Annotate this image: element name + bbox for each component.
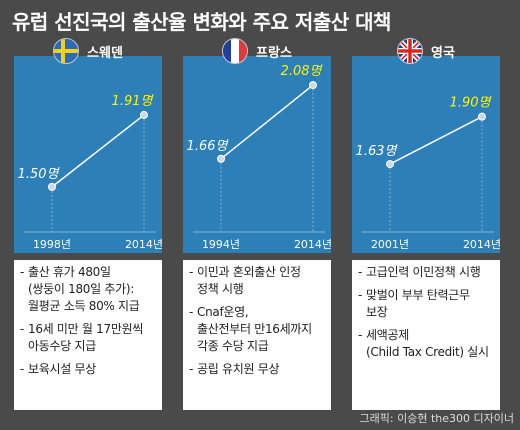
policy-box: - 출산 휴가 480일 (쌍둥이 180일 추가): 월평균 소득 80% 지급 -1… xyxy=(14,260,162,410)
chart-panel: 1.63명 1.90명 2001년 2014년 영국 xyxy=(352,38,500,253)
uk-flag-icon xyxy=(397,38,424,64)
x-tick-label: 1994년 xyxy=(202,238,240,251)
policy-list: - 고급인력 이민정책 시행 - 맞벌이 부부 탄력근무 보장 - 세액공제 (Child T… xyxy=(358,264,496,361)
bullet-dash: - xyxy=(189,265,194,279)
bullet-dash: - xyxy=(20,265,25,279)
data-point xyxy=(217,154,225,163)
x-tick-label: 1998년 xyxy=(33,238,71,251)
policy-text-line: 맞벌이 부부 탄력근무 xyxy=(366,288,470,302)
policy-text-line: (쌍둥이 180일 추가): xyxy=(28,282,134,296)
series-line xyxy=(389,115,483,165)
bullet-dash: - xyxy=(20,362,25,376)
x-tick-label: 2014년 xyxy=(463,238,500,251)
data-label: 1.66명 xyxy=(187,139,230,154)
policy-text-line: 아동수당 지급 xyxy=(28,339,96,353)
policy-list: - 이민과 혼외출산 인정 정책 시행 - Cnaf운영, 출산전부터 만16세까지 각종 … xyxy=(189,264,327,378)
bullet-dash: - xyxy=(358,288,363,302)
chart-background xyxy=(183,56,331,253)
data-label: 1.50명 xyxy=(18,167,61,182)
data-point xyxy=(386,160,394,169)
bullet-dash: - xyxy=(358,265,363,279)
country-name: 영국 xyxy=(431,45,455,61)
policy-item: - 공립 유치원 무상 xyxy=(189,361,327,378)
policy-box: - 이민과 혼외출산 인정 정책 시행 - Cnaf운영, 출산전부터 만16세까지 각종 … xyxy=(183,260,331,410)
bullet-dash: - xyxy=(358,328,363,342)
data-label: 1.63명 xyxy=(356,144,399,159)
policy-text-line: (Child Tax Credit) 실시 xyxy=(366,345,489,359)
country-header: 영국 xyxy=(352,38,500,64)
policy-text-line: Cnaf운영, xyxy=(197,305,249,319)
sweden-flag-icon xyxy=(53,38,80,64)
policy-item: - 세액공제 (Child Tax Credit) 실시 xyxy=(358,327,496,361)
line-chart: 1.50명 1.91명 1998년 2014년 xyxy=(14,56,162,253)
bullet-dash: - xyxy=(20,322,25,336)
policy-text-line: 각종 수당 지급 xyxy=(197,339,269,353)
policy-box: - 고급인력 이민정책 시행 - 맞벌이 부부 탄력근무 보장 - 세액공제 (Child T… xyxy=(352,260,500,410)
chart-background xyxy=(14,56,162,253)
data-point xyxy=(140,110,148,119)
data-label: 1.90명 xyxy=(450,96,493,111)
x-tick-label: 2014년 xyxy=(125,238,162,251)
policy-text-line: 공립 유치원 무상 xyxy=(197,362,280,376)
policy-text-line: 보육시설 무상 xyxy=(28,362,96,376)
data-point xyxy=(478,112,486,121)
bullet-dash: - xyxy=(189,362,194,376)
policy-text-line: 고급인력 이민정책 시행 xyxy=(366,265,481,279)
france-flag-icon xyxy=(222,38,249,64)
policy-text-line: 월평균 소득 80% 지급 xyxy=(28,299,140,313)
policy-item: - 보육시설 무상 xyxy=(20,361,158,378)
policy-list: - 출산 휴가 480일 (쌍둥이 180일 추가): 월평균 소득 80% 지급 -1… xyxy=(20,264,158,378)
line-chart: 1.63명 1.90명 2001년 2014년 xyxy=(352,56,500,253)
chart-panel: 1.66명 2.08명 1994년 2014년 프랑스 xyxy=(183,38,331,253)
policy-text-line: 출산전부터 만16세까지 xyxy=(197,322,312,336)
x-tick-label: 2014년 xyxy=(294,238,331,251)
chart-background xyxy=(352,56,500,253)
policy-text-line: 출산 휴가 480일 xyxy=(28,265,111,279)
policy-item: - 출산 휴가 480일 (쌍둥이 180일 추가): 월평균 소득 80% 지급 xyxy=(20,264,158,315)
series-line xyxy=(220,84,314,160)
policy-text-line: 정책 시행 xyxy=(197,282,244,296)
line-chart: 1.66명 2.08명 1994년 2014년 xyxy=(183,56,331,253)
data-label: 2.08명 xyxy=(281,64,324,79)
policy-text-line: 16세 미만 월 17만원씩 xyxy=(28,322,144,336)
country-header: 프랑스 xyxy=(183,38,331,64)
graphic-credit: 그래픽: 이승현 the300 디자이너 xyxy=(359,412,514,425)
page-title: 유럽 선진국의 출산율 변화와 주요 저출산 대책 xyxy=(12,10,391,34)
policy-item: - 고급인력 이민정책 시행 xyxy=(358,264,496,281)
series-line xyxy=(51,114,145,188)
x-tick-label: 2001년 xyxy=(371,238,409,251)
data-label: 1.91명 xyxy=(112,94,155,109)
data-point xyxy=(309,81,317,90)
bullet-dash: - xyxy=(189,305,194,319)
country-name: 프랑스 xyxy=(256,45,292,61)
country-header: 스웨덴 xyxy=(14,38,162,64)
policy-text-line: 이민과 혼외출산 인정 xyxy=(197,265,301,279)
chart-panel: 1.50명 1.91명 1998년 2014년 스웨덴 xyxy=(14,38,162,253)
country-name: 스웨덴 xyxy=(87,45,123,61)
policy-text-line: 세액공제 xyxy=(366,328,409,342)
data-point xyxy=(48,182,56,191)
policy-text-line: 보장 xyxy=(366,305,388,319)
